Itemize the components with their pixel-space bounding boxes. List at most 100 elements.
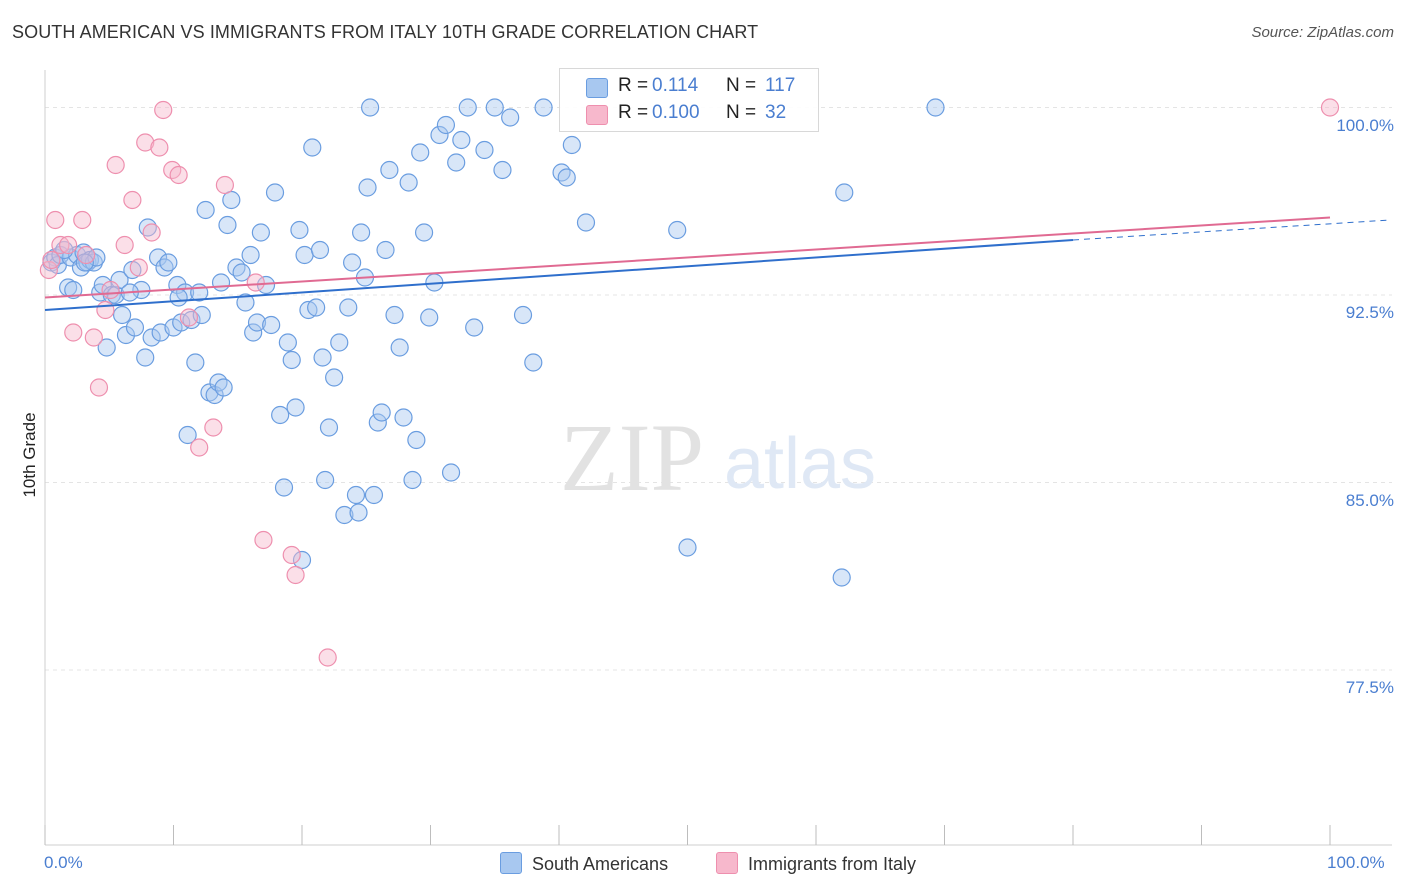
data-point-south-americans: [310, 240, 330, 260]
data-point-south-americans: [485, 98, 504, 117]
data-point-south-americans: [352, 223, 371, 242]
data-point-south-americans: [148, 248, 168, 267]
data-point-south-americans: [447, 153, 466, 172]
legend-swatch-blue: [500, 852, 522, 874]
chart-title: SOUTH AMERICAN VS IMMIGRANTS FROM ITALY …: [12, 22, 759, 42]
grid-lines: [44, 70, 1392, 845]
data-point-south-americans: [368, 413, 387, 432]
data-point-south-americans: [399, 173, 418, 192]
data-point-south-americans: [186, 353, 205, 372]
data-point-south-americans: [303, 138, 322, 157]
y-tick-label: 85.0%: [1345, 490, 1394, 510]
data-point-south-americans: [465, 318, 484, 337]
data-point-south-americans: [218, 215, 237, 235]
data-point-south-americans: [513, 305, 533, 325]
data-point-south-americans: [343, 253, 362, 272]
data-point-south-americans: [562, 135, 581, 155]
data-point-south-americans: [390, 338, 409, 357]
data-point-south-americans: [307, 298, 326, 317]
data-point-immigrants-italy: [282, 545, 301, 565]
legend-item-immigrants-italy[interactable]: Immigrants from Italy: [716, 852, 916, 875]
data-point-south-americans: [159, 253, 178, 272]
data-point-south-americans: [557, 168, 576, 187]
data-point-south-americans: [493, 160, 512, 180]
data-point-immigrants-italy: [318, 648, 337, 667]
stats-r-label: R =: [618, 75, 649, 96]
data-point-south-americans: [668, 220, 687, 240]
data-point-south-americans: [452, 130, 471, 150]
data-point-south-americans: [524, 353, 543, 372]
data-point-immigrants-italy: [42, 250, 61, 270]
data-point-south-americans: [385, 305, 404, 325]
data-point-south-americans: [316, 470, 335, 490]
stats-swatch-blue: [586, 78, 608, 98]
data-point-immigrants-italy: [286, 565, 305, 585]
data-point-south-americans: [430, 125, 449, 145]
data-point-immigrants-italy: [190, 438, 209, 457]
data-point-immigrants-italy: [169, 165, 188, 185]
data-point-south-americans: [169, 288, 188, 307]
data-point-south-americans: [349, 503, 368, 522]
data-point-south-americans: [407, 430, 426, 450]
data-point-immigrants-italy: [51, 235, 70, 255]
data-point-south-americans: [832, 568, 851, 587]
data-point-immigrants-italy: [204, 418, 223, 437]
data-point-south-americans: [339, 298, 358, 317]
stats-n-value: 32: [765, 102, 787, 123]
stats-r-value: 0.114: [652, 75, 699, 96]
data-point-south-americans: [335, 505, 354, 525]
data-point-south-americans: [441, 463, 461, 482]
watermark: ZIP atlas: [560, 404, 876, 511]
legend-item-south-americans[interactable]: South Americans: [500, 852, 668, 875]
stats-r-label: R =: [618, 102, 649, 123]
data-point-south-americans: [196, 200, 215, 220]
data-point-south-americans: [295, 245, 314, 265]
data-point-south-americans: [475, 140, 494, 160]
data-point-immigrants-italy: [215, 175, 234, 195]
data-point-south-americans: [330, 333, 349, 352]
data-point-immigrants-italy: [136, 133, 155, 152]
series-immigrants-italy: [39, 98, 1340, 667]
data-point-south-americans: [214, 378, 233, 397]
y-tick-label: 77.5%: [1345, 678, 1394, 697]
data-point-south-americans: [403, 470, 422, 490]
data-point-south-americans: [178, 425, 197, 445]
data-point-south-americans: [364, 485, 384, 505]
data-point-south-americans: [411, 143, 430, 162]
data-point-immigrants-italy: [254, 530, 273, 550]
data-point-south-americans: [182, 310, 201, 330]
data-point-immigrants-italy: [106, 155, 125, 175]
source-credit: Source: ZipAtlas.com: [1251, 24, 1394, 41]
trend-line-immigrants-italy: [44, 216, 1331, 299]
data-point-south-americans: [376, 240, 395, 260]
x-tick-max: 100.0%: [1327, 853, 1385, 872]
stats-r-value: 0.100: [652, 102, 700, 123]
data-point-south-americans: [286, 398, 305, 417]
data-point-south-americans: [926, 98, 945, 117]
data-point-immigrants-italy: [96, 300, 115, 320]
watermark-atlas: atlas: [724, 424, 876, 504]
data-point-south-americans: [278, 333, 297, 352]
data-point-immigrants-italy: [150, 138, 169, 157]
stats-row-south-americans: R = 0.114 N = 117: [560, 75, 818, 101]
trend-line-south-americans: [44, 239, 1074, 311]
data-point-south-americans: [292, 550, 312, 570]
data-point-south-americans: [458, 98, 477, 117]
stats-swatch-pink: [586, 105, 608, 125]
x-tick-min: 0.0%: [44, 853, 83, 872]
data-point-south-americans: [346, 485, 366, 505]
data-point-south-americans: [222, 190, 241, 210]
data-point-immigrants-italy: [154, 100, 173, 120]
data-point-south-americans: [380, 160, 399, 180]
watermark-zip: ZIP: [560, 404, 704, 511]
data-point-south-americans: [112, 305, 132, 325]
data-point-south-americans: [372, 403, 391, 422]
legend-label: South Americans: [532, 854, 669, 874]
data-point-south-americans: [227, 258, 246, 277]
stats-n-label: N =: [726, 75, 757, 96]
stats-n-value: 117: [765, 75, 796, 96]
data-point-south-americans: [247, 313, 267, 332]
data-point-south-americans: [678, 538, 697, 557]
data-point-immigrants-italy: [89, 378, 109, 397]
